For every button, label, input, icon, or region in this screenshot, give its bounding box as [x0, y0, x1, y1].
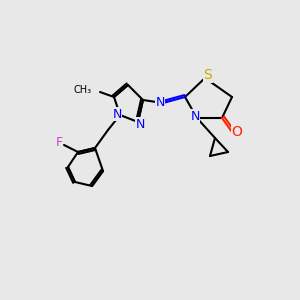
Text: CH₃: CH₃	[74, 85, 92, 95]
Text: S: S	[204, 68, 212, 82]
Text: F: F	[56, 136, 63, 149]
Text: N: N	[190, 110, 200, 122]
Text: O: O	[232, 125, 242, 139]
Text: N: N	[155, 95, 165, 109]
Text: N: N	[112, 107, 122, 121]
Text: N: N	[135, 118, 145, 130]
